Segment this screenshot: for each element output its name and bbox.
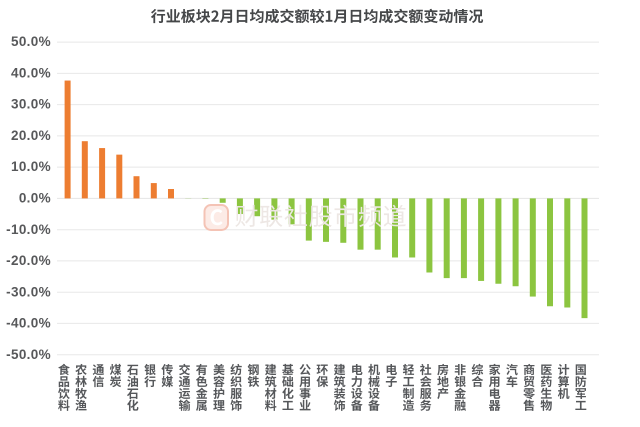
svg-text:30.0%: 30.0% (11, 97, 51, 112)
svg-text:10.0%: 10.0% (11, 159, 51, 174)
svg-text:-50.0%: -50.0% (6, 347, 51, 362)
svg-text:0.0%: 0.0% (19, 191, 51, 206)
svg-text:-10.0%: -10.0% (6, 222, 51, 237)
svg-text:-20.0%: -20.0% (6, 253, 51, 268)
svg-text:20.0%: 20.0% (11, 128, 51, 143)
svg-text:40.0%: 40.0% (11, 66, 51, 81)
svg-text:50.0%: 50.0% (11, 34, 51, 49)
svg-text:-40.0%: -40.0% (6, 316, 51, 331)
svg-text:-30.0%: -30.0% (6, 284, 51, 299)
